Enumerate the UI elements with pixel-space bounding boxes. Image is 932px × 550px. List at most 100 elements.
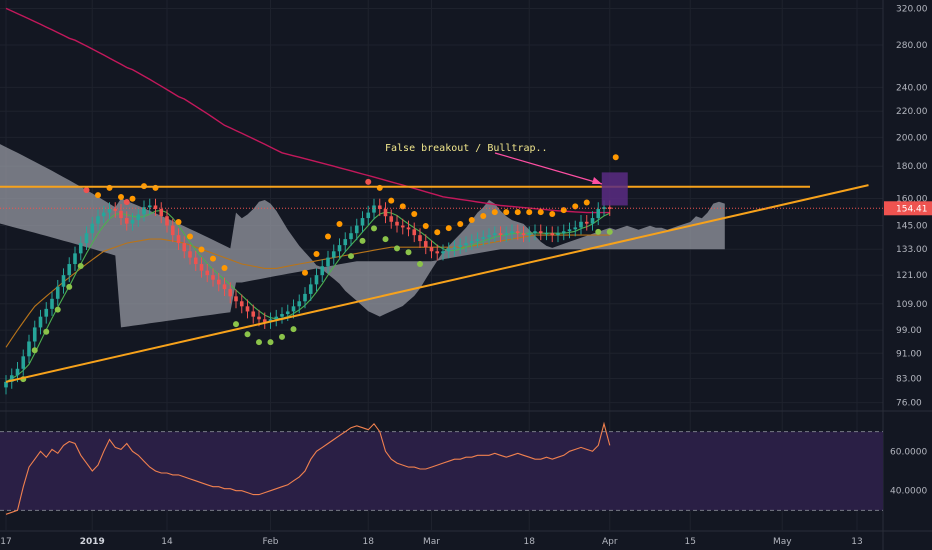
price-tick-label: 220.00	[896, 107, 928, 117]
annotations: False breakout / Bulltrap..	[385, 143, 628, 206]
candle	[239, 301, 244, 307]
time-axis[interactable]: 17 2019 14 Feb 18 Mar 18 Apr 15 May 13	[0, 537, 862, 547]
parabolic-sar	[20, 154, 619, 383]
time-tick-label: May	[773, 537, 792, 547]
sar-dot-bull	[382, 236, 389, 243]
sar-dot-bear	[503, 209, 510, 216]
sar-dot-bear	[388, 197, 395, 204]
candle	[199, 264, 204, 271]
candle	[366, 212, 371, 219]
candle	[101, 212, 106, 217]
candle	[44, 308, 49, 317]
time-tick-label: 14	[161, 537, 173, 547]
price-tick-label: 180.00	[896, 162, 928, 172]
candle	[527, 233, 532, 236]
candle	[521, 233, 526, 236]
sar-dot-bull	[256, 339, 262, 346]
candle	[15, 368, 20, 376]
sar-dot-bull	[359, 237, 366, 244]
sar-dot-bear	[468, 216, 475, 223]
candle	[153, 205, 158, 210]
candle	[142, 207, 146, 215]
sar-dot-bull	[279, 333, 285, 340]
time-tick-label: 18	[524, 537, 536, 547]
candle	[314, 275, 319, 285]
sar-dot-bear	[313, 251, 320, 258]
sar-dot-bear	[560, 207, 567, 214]
drawn-lines	[0, 184, 883, 383]
candle	[498, 233, 503, 236]
annotation-arrow	[494, 152, 603, 185]
candle	[464, 243, 468, 246]
sar-dot-bear	[526, 209, 533, 216]
candle	[21, 356, 26, 369]
price-axis[interactable]: 60.0000 40.0000 320.00 280.00 240.00 220.00 20…	[884, 4, 932, 497]
candle	[331, 251, 336, 258]
price-tick-label: 83.00	[896, 375, 922, 385]
ma-short-line	[5, 209, 611, 383]
candle	[274, 316, 279, 320]
price-tick-label: 145.00	[896, 222, 928, 232]
candle	[510, 231, 514, 234]
candle	[556, 233, 560, 236]
candle	[418, 235, 422, 242]
sar-dot-bull	[606, 228, 613, 235]
candle	[73, 253, 77, 265]
candle	[216, 279, 221, 285]
time-tick-label: Feb	[263, 537, 279, 547]
candle	[291, 306, 296, 312]
sar-dot-bear	[118, 193, 124, 200]
candle	[61, 275, 66, 287]
candle	[579, 221, 583, 228]
sar-dot-bear	[95, 192, 101, 199]
candle	[504, 233, 509, 236]
ma-long-line	[5, 7, 610, 214]
candle	[383, 209, 388, 217]
sar-dot-bear	[221, 264, 228, 271]
sar-dot-bull	[290, 326, 297, 333]
rsi-tick-label: 40.0000	[890, 487, 927, 497]
candle	[147, 205, 152, 208]
candle	[193, 257, 198, 265]
candle	[584, 221, 589, 224]
sar-dot-bull	[31, 347, 38, 354]
candle	[176, 235, 181, 244]
candle	[423, 241, 428, 248]
sar-dot-bear	[187, 233, 193, 240]
candle	[130, 219, 135, 224]
candle	[90, 223, 95, 234]
moving-averages	[5, 7, 611, 383]
rsi-band	[0, 431, 883, 511]
price-tick-label: 121.00	[896, 271, 928, 281]
ascending-trendline	[5, 184, 869, 383]
time-tick-label: 17	[0, 537, 11, 547]
candle	[78, 243, 83, 254]
sar-dot-bear	[129, 195, 136, 202]
candle	[326, 257, 330, 267]
candle	[234, 296, 238, 302]
candle	[27, 341, 31, 357]
candle	[515, 231, 520, 234]
sar-dot-peak	[365, 178, 372, 185]
ichimoku-cloud	[0, 144, 725, 328]
sar-dot-bull	[54, 306, 61, 313]
candle	[596, 209, 601, 219]
sar-dot-bear	[434, 229, 441, 236]
candle	[389, 216, 394, 222]
candle	[182, 243, 187, 252]
sar-dot-peak	[83, 187, 90, 194]
candle	[113, 209, 118, 211]
candle	[406, 227, 411, 230]
candle	[573, 227, 578, 230]
rsi-tick-label: 60.0000	[890, 447, 927, 457]
candle	[492, 233, 497, 236]
breakout-highlight-box	[601, 172, 628, 206]
sar-dot-bull	[394, 245, 400, 252]
candle	[308, 284, 313, 294]
candle	[119, 210, 123, 219]
candle	[360, 218, 365, 226]
candle	[400, 225, 405, 228]
sar-dot-bear	[175, 218, 182, 225]
candle	[446, 249, 451, 252]
